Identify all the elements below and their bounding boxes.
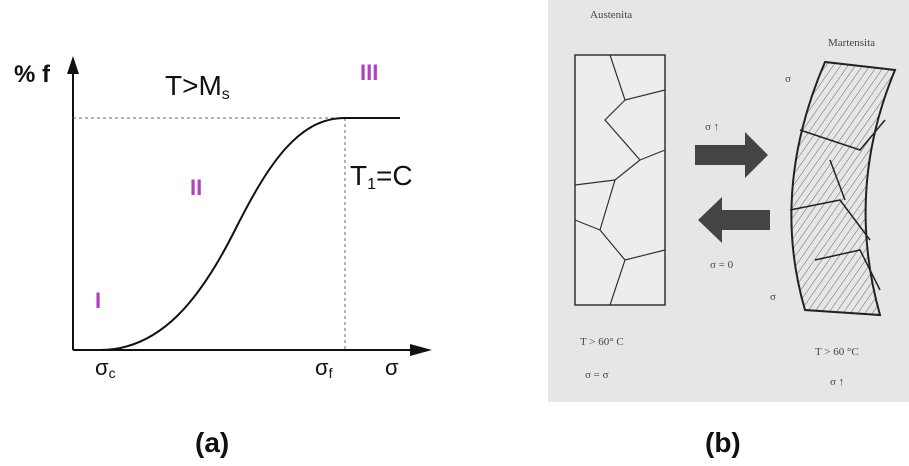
transformation-curve [73, 118, 400, 350]
panel-b: Austenita Martensita σ ↑ σ = 0 σ σ T > 6… [548, 0, 909, 458]
austenite-bar [575, 55, 665, 305]
caption: (b) [705, 427, 741, 458]
x-label-sub: c [109, 365, 116, 381]
x-label-main: σ [95, 355, 109, 380]
temperature-label: T > 60 °C [815, 346, 859, 358]
stress-label: σ = 0 [710, 259, 734, 271]
isotherm-sub: 1 [367, 176, 376, 193]
condition-sub: s [222, 86, 230, 103]
page: % f T>Ms I II III T1=C σc σf σ (a) Auste… [0, 0, 909, 466]
martensite-stress: σ [785, 73, 791, 85]
x-label-sub: f [329, 365, 333, 381]
panel-a: % f T>Ms I II III T1=C σc σf σ (a) [14, 56, 432, 458]
region-label: II [190, 175, 202, 200]
isotherm-main: T [350, 160, 367, 191]
y-arrow [67, 56, 79, 74]
x-label: σc [95, 355, 116, 381]
austenite-label: Austenita [590, 9, 632, 21]
condition: T>Ms [165, 70, 230, 103]
x-label-main: σ [315, 355, 329, 380]
martensite-label: Martensita [828, 37, 875, 49]
y-axis-label: % f [14, 61, 51, 88]
stress-label: σ = σ [585, 369, 609, 381]
temperature-label: T > 60° C [580, 336, 624, 348]
condition-main: T>M [165, 70, 222, 101]
x-arrow [410, 344, 432, 356]
x-label: σ [385, 355, 399, 380]
stress-label: σ ↑ [705, 121, 719, 133]
stress-label: σ ↑ [830, 376, 844, 388]
region-label: III [360, 60, 378, 85]
x-label: σf [315, 355, 333, 381]
figure: % f T>Ms I II III T1=C σc σf σ (a) Auste… [0, 0, 909, 466]
isotherm: T1=C [350, 160, 413, 193]
region-label: I [95, 288, 101, 313]
isotherm-rest: =C [376, 160, 413, 191]
caption: (a) [195, 427, 229, 458]
martensite-stress: σ [770, 291, 776, 303]
